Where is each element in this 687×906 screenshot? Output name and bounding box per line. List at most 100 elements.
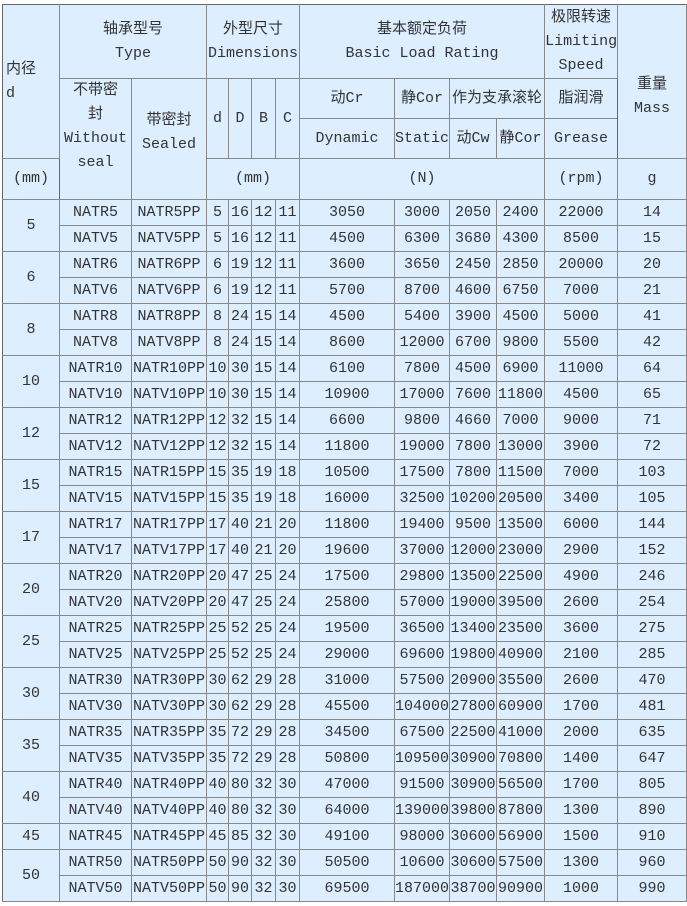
cell-grease-speed: 20000 [544,251,619,278]
cell-grease-speed: 1700 [544,771,619,798]
cell-support-cw: 22500 [449,719,498,746]
cell-dim-B: 29 [251,745,277,772]
cell-support-cw: 4600 [449,277,498,304]
cell-type-without-seal: NATR12 [59,407,132,434]
cell-grease-speed: 1000 [544,875,619,902]
cell-type-sealed: NATV8PP [130,329,208,356]
cell-mass: 481 [617,693,687,720]
table-row: 5 NATR5 NATR5PP 5 16 12 11 3050 3000 2050 2400 2200… [2,199,687,252]
cell-type-without-seal: NATV5 [59,225,132,252]
cell-dim-d: 5 [206,199,230,226]
cell-grease-speed: 11000 [544,355,619,382]
cell-bore: 8 [2,303,60,356]
cell-type-without-seal: NATR20 [59,563,132,590]
cell-dim-d: 25 [206,615,230,642]
cell-dim-D: 62 [228,693,253,720]
cell-static-cor: 3000 [394,199,451,226]
table-row: NATV10 NATV10PP 10 30 15 14 10900 17000 7600 1180… [3,381,687,408]
cell-support-cor: 4500 [496,303,546,330]
header-dynamic: Dynamic [299,118,396,159]
cell-mass: 42 [617,329,687,356]
cell-grease-speed: 3600 [544,615,619,642]
header-mass: 重量 Mass [617,4,687,159]
cell-dim-d: 12 [206,433,230,460]
cell-dim-d: 30 [206,693,230,720]
cell-grease-speed: 8500 [544,225,619,252]
cell-dim-B: 21 [251,511,277,538]
cell-dim-d: 20 [206,563,230,590]
cell-dim-d: 40 [206,771,230,798]
cell-type-without-seal: NATR8 [59,303,132,330]
cell-dim-D: 80 [228,771,253,798]
cell-static-cor: 17500 [394,459,451,486]
cell-mass: 805 [617,771,687,798]
cell-dim-D: 24 [228,329,253,356]
cell-dim-d: 10 [206,355,230,382]
cell-support-cor: 23000 [496,537,546,564]
cell-dim-D: 19 [228,251,253,278]
cell-dim-C: 28 [275,745,301,772]
table-row: 25 NATR25 NATR25PP 25 52 25 24 19500 36500 13400 2… [2,615,687,668]
cell-dim-C: 14 [275,303,301,330]
cell-mass: 635 [617,719,687,746]
cell-static-cor: 3650 [394,251,451,278]
table-row: NATV17 NATV17PP 17 40 21 20 19600 37000 12000 230… [3,537,687,564]
cell-static-cor: 7800 [394,355,451,382]
cell-dim-B: 15 [251,355,277,382]
cell-static-cor: 32500 [394,485,451,512]
cell-support-cor: 7000 [496,407,546,434]
cell-dim-D: 30 [228,381,253,408]
cell-dim-B: 25 [251,641,277,668]
cell-support-cw: 2450 [449,251,498,278]
cell-support-cor: 90900 [496,875,546,902]
header-C: C [275,78,301,159]
cell-support-cor: 70800 [496,745,546,772]
cell-type-sealed: NATR30PP [130,667,208,694]
cell-dynamic-cr: 5700 [299,277,396,304]
table-row: 15 NATR15 NATR15PP 15 35 19 18 10500 17500 7800 11… [2,459,687,512]
cell-type-without-seal: NATV40 [59,797,132,824]
cell-dim-C: 30 [275,875,301,902]
cell-type-sealed: NATV5PP [130,225,208,252]
table-row: NATV12 NATV12PP 12 32 15 14 11800 19000 7800 1300… [3,433,687,460]
header-dimensions: 外型尺寸 Dimensions [206,4,301,79]
cell-support-cor: 6900 [496,355,546,382]
cell-support-cor: 56900 [496,823,546,850]
cell-support-cw: 30600 [449,849,498,876]
header-load-rating: 基本额定负荷 Basic Load Rating [299,4,546,79]
unit-speed: (rpm) [544,158,619,200]
cell-dim-B: 12 [251,277,277,304]
cell-bore: 30 [2,667,60,720]
cell-grease-speed: 2600 [544,667,619,694]
cell-support-cor: 13500 [496,511,546,538]
cell-support-cw: 30900 [449,745,498,772]
header-without-seal: 不带密封 Without seal [59,78,132,200]
cell-type-without-seal: NATR35 [59,719,132,746]
cell-dynamic-cr: 11800 [299,433,396,460]
cell-dim-D: 72 [228,719,253,746]
cell-bore: 50 [2,849,60,902]
cell-dim-D: 47 [228,589,253,616]
table-row: NATV35 NATV35PP 35 72 29 28 50800 109500 30900 70… [3,745,687,772]
cell-grease-speed: 4500 [544,381,619,408]
cell-dim-d: 17 [206,511,230,538]
cell-dim-C: 11 [275,199,301,226]
cell-dim-d: 5 [206,225,230,252]
cell-dim-B: 32 [251,875,277,902]
cell-support-cw: 7800 [449,433,498,460]
unit-mass: g [617,158,687,200]
cell-support-cor: 60900 [496,693,546,720]
cell-grease-speed: 1700 [544,693,619,720]
cell-type-sealed: NATV20PP [130,589,208,616]
cell-dim-B: 19 [251,485,277,512]
cell-bore: 20 [2,563,60,616]
cell-type-without-seal: NATR25 [59,615,132,642]
cell-mass: 72 [617,433,687,460]
cell-static-cor: 57000 [394,589,451,616]
cell-type-without-seal: NATR6 [59,251,132,278]
cell-dim-C: 14 [275,433,301,460]
header-cor2: 静Cor [496,118,546,159]
cell-bore: 45 [2,823,60,850]
cell-dim-d: 35 [206,745,230,772]
cell-dim-C: 28 [275,719,301,746]
